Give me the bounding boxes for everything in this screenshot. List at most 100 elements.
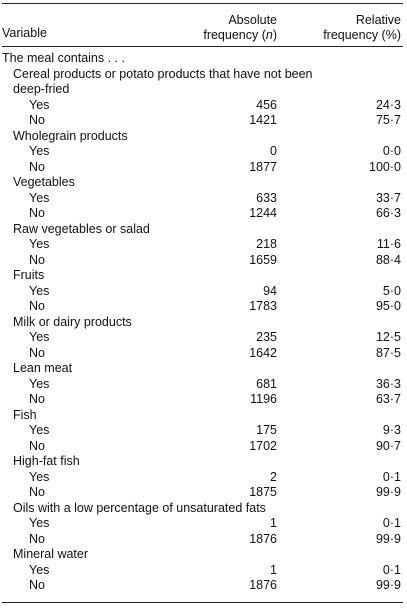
- absolute-frequency-cell: 1876: [249, 531, 277, 546]
- relative-frequency-cell: 0·1: [382, 469, 401, 484]
- option-label: No: [29, 345, 45, 360]
- relative-frequency-cell: 33·7: [375, 190, 401, 205]
- intro-row: The meal contains . . .: [0, 51, 407, 67]
- category-row: High-fat fish: [0, 454, 407, 470]
- relative-frequency-cell: 9·3: [382, 423, 401, 437]
- absolute-frequency-cell: 0: [270, 144, 277, 158]
- absolute-frequency-cell: 456: [256, 97, 277, 112]
- option-label: Yes: [29, 330, 50, 344]
- absolute-frequency-cell: 1: [270, 516, 277, 530]
- option-label: No: [29, 206, 45, 220]
- option-row: Yes 94 5·0: [0, 284, 407, 300]
- category-label: Wholegrain products: [13, 128, 128, 143]
- option-row: No 1642 87·5: [0, 346, 407, 362]
- relative-frequency-cell: 100·0: [369, 159, 401, 174]
- option-label: Yes: [29, 190, 50, 205]
- option-label: No: [29, 299, 45, 313]
- option-label: No: [29, 578, 45, 592]
- option-label: Yes: [29, 516, 50, 530]
- relative-frequency-cell: 5·0: [382, 283, 401, 298]
- absolute-frequency-cell: 218: [256, 237, 277, 251]
- header-rule: [2, 46, 403, 47]
- option-row: Yes 456 24·3: [0, 98, 407, 114]
- option-label: No: [29, 113, 45, 127]
- option-row: No 1244 66·3: [0, 206, 407, 222]
- header-relative-frequency: Relative frequency (%): [323, 13, 401, 43]
- category-row: deep-fried: [0, 82, 407, 98]
- option-row: Yes 218 11·6: [0, 237, 407, 253]
- relative-frequency-cell: 99·9: [375, 531, 401, 546]
- absolute-frequency-cell: 1244: [249, 206, 277, 220]
- category-label: High-fat fish: [13, 454, 80, 468]
- option-label: Yes: [29, 469, 50, 484]
- option-row: No 1877 100·0: [0, 160, 407, 176]
- option-label: Yes: [29, 562, 50, 577]
- option-label: Yes: [29, 423, 50, 437]
- table-top-rule: [2, 3, 403, 4]
- category-label: Fruits: [13, 268, 45, 282]
- table-header: Variable Absolute frequency (n) Relative…: [0, 4, 407, 46]
- option-row: No 1196 63·7: [0, 392, 407, 408]
- option-label: No: [29, 392, 45, 406]
- option-label: No: [29, 485, 45, 499]
- frequency-table: Variable Absolute frequency (n) Relative…: [0, 3, 407, 594]
- absolute-frequency-cell: 1783: [249, 299, 277, 313]
- option-row: Yes 1 0·1: [0, 516, 407, 532]
- category-label: Vegetables: [13, 175, 75, 189]
- category-label: Milk or dairy products: [13, 314, 132, 329]
- category-label: deep-fried: [13, 82, 70, 96]
- intro-label: The meal contains . . .: [2, 51, 125, 65]
- relative-frequency-cell: 0·1: [382, 516, 401, 530]
- option-row: No 1876 99·9: [0, 532, 407, 548]
- absolute-frequency-cell: 1659: [249, 252, 277, 267]
- absolute-frequency-cell: 1877: [249, 159, 277, 174]
- option-label: Yes: [29, 283, 50, 298]
- category-row: Fish: [0, 408, 407, 424]
- absolute-frequency-cell: 1875: [249, 485, 277, 499]
- absolute-frequency-cell: 1196: [250, 392, 277, 406]
- category-label: Cereal products or potato products that …: [13, 66, 313, 81]
- relative-frequency-cell: 12·5: [375, 330, 401, 344]
- relative-frequency-cell: 0·0: [382, 144, 401, 158]
- option-label: No: [29, 438, 45, 453]
- absolute-frequency-cell: 2: [270, 469, 277, 484]
- category-row: Raw vegetables or salad: [0, 222, 407, 238]
- absolute-frequency-cell: 1876: [249, 578, 277, 592]
- option-row: Yes 2 0·1: [0, 470, 407, 486]
- category-row: Milk or dairy products: [0, 315, 407, 331]
- category-row: Wholegrain products: [0, 129, 407, 145]
- option-label: Yes: [29, 144, 50, 158]
- table-body: The meal contains . . . Cereal products …: [0, 47, 407, 594]
- relative-frequency-cell: 66·3: [375, 206, 401, 220]
- option-label: No: [29, 531, 45, 546]
- relative-frequency-cell: 95·0: [375, 299, 401, 313]
- relative-frequency-cell: 24·3: [375, 97, 401, 112]
- option-row: Yes 681 36·3: [0, 377, 407, 393]
- option-row: Yes 235 12·5: [0, 330, 407, 346]
- absolute-frequency-cell: 681: [256, 376, 277, 391]
- absolute-frequency-cell: 235: [256, 330, 277, 344]
- absolute-frequency-cell: 94: [263, 283, 277, 298]
- category-label: Oils with a low percentage of unsaturate…: [13, 500, 266, 515]
- absolute-frequency-cell: 1642: [249, 345, 277, 360]
- relative-frequency-cell: 63·7: [375, 392, 401, 406]
- option-row: Yes 175 9·3: [0, 423, 407, 439]
- header-absolute-line2: frequency (n): [203, 28, 277, 42]
- header-absolute-frequency: Absolute frequency (n): [203, 13, 277, 43]
- option-row: Yes 633 33·7: [0, 191, 407, 207]
- header-absolute-line1: Absolute: [228, 13, 277, 27]
- absolute-frequency-cell: 175: [256, 423, 277, 437]
- header-relative-line1: Relative: [355, 13, 401, 27]
- relative-frequency-cell: 88·4: [375, 252, 401, 267]
- category-row: Oils with a low percentage of unsaturate…: [0, 501, 407, 517]
- absolute-frequency-cell: 633: [256, 190, 277, 205]
- option-label: No: [29, 159, 45, 174]
- absolute-frequency-cell: 1702: [249, 438, 277, 453]
- option-label: No: [29, 252, 45, 267]
- category-label: Lean meat: [13, 361, 73, 375]
- option-row: No 1876 99·9: [0, 578, 407, 594]
- header-relative-line2: frequency (%): [323, 28, 401, 42]
- option-row: No 1702 90·7: [0, 439, 407, 455]
- relative-frequency-cell: 87·5: [375, 345, 401, 360]
- option-row: Yes 1 0·1: [0, 563, 407, 579]
